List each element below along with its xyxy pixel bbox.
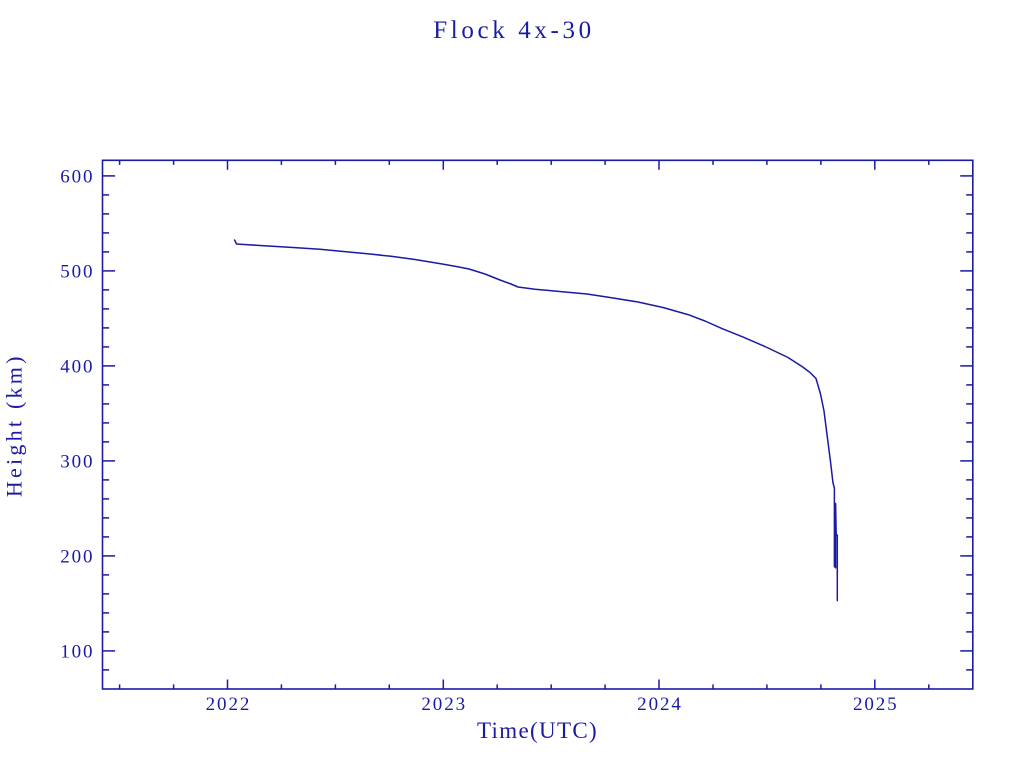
svg-text:300: 300: [60, 451, 94, 472]
svg-text:200: 200: [60, 546, 94, 567]
svg-text:Time(UTC): Time(UTC): [477, 718, 598, 743]
svg-text:600: 600: [60, 166, 94, 187]
svg-text:2023: 2023: [421, 694, 467, 715]
svg-text:100: 100: [60, 641, 94, 662]
svg-text:2024: 2024: [637, 694, 683, 715]
svg-text:400: 400: [60, 356, 94, 377]
svg-text:500: 500: [60, 261, 94, 282]
svg-text:2022: 2022: [206, 694, 252, 715]
svg-text:2025: 2025: [853, 694, 899, 715]
svg-text:Height (km): Height (km): [1, 353, 26, 497]
svg-text:Flock 4x-30: Flock 4x-30: [433, 17, 595, 44]
